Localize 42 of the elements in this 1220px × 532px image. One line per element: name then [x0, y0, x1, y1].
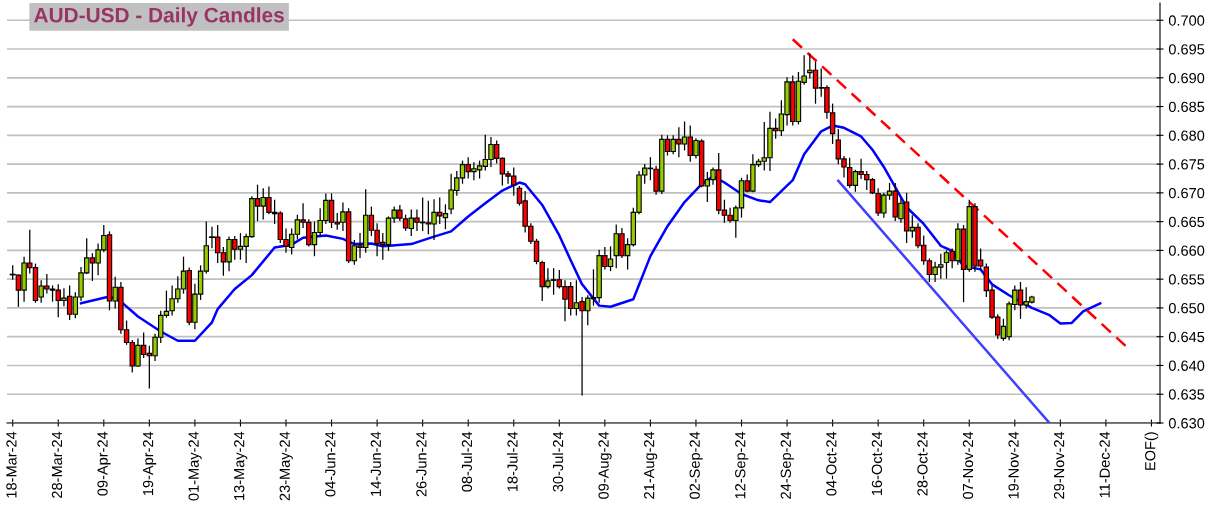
y-tick-label: 0.645: [1168, 331, 1205, 343]
y-tick-label: 0.660: [1168, 245, 1205, 256]
x-tick-label: 21-Aug-24: [643, 431, 658, 499]
x-tick-label: 07-Nov-24: [962, 431, 974, 499]
x-tick-label: 28-Oct-24: [917, 431, 928, 496]
x-tick-label: 26-Jun-24: [416, 431, 427, 497]
x-tick-label: 12-Sep-24: [735, 431, 749, 499]
x-tick-label: 19-Apr-24: [142, 431, 157, 496]
x-tick-label: 08-Jul-24: [461, 431, 473, 492]
y-tick-label: 0.675: [1168, 159, 1205, 170]
x-tick-label: 30-Jul-24: [552, 431, 564, 492]
x-tick-label: 04-Jun-24: [325, 431, 336, 497]
x-tick-label: 14-Jun-24: [370, 431, 382, 496]
x-tick-label: 09-Aug-24: [598, 431, 612, 499]
y-tick-label: 0.695: [1168, 44, 1205, 55]
y-tick-label: 0.655: [1168, 274, 1205, 285]
y-tick-label: 0.650: [1168, 303, 1205, 314]
x-tick-label: 13-May-24: [234, 431, 248, 500]
x-tick-label: EOF(): [1144, 432, 1159, 470]
x-tick-label: 09-Apr-24: [97, 431, 111, 496]
y-tick-label: 0.690: [1168, 72, 1205, 84]
y-tick-label: 0.685: [1168, 101, 1205, 112]
x-tick-label: 28-Mar-24: [51, 431, 63, 498]
y-tick-label: 0.680: [1168, 130, 1205, 141]
x-tick-label: 23-May-24: [279, 431, 293, 501]
y-tick-label: 0.630: [1168, 418, 1205, 429]
x-tick-label: 18-Mar-24: [6, 431, 17, 498]
x-tick-label: 01-May-24: [188, 431, 202, 501]
x-tick-label: 29-Nov-24: [1053, 431, 1065, 499]
y-tick-label: 0.635: [1168, 389, 1205, 400]
x-tick-label: 19-Nov-24: [1008, 431, 1019, 499]
y-tick-label: 0.640: [1168, 360, 1205, 371]
x-tick-label: 24-Sep-24: [780, 431, 794, 499]
x-tick-label: 02-Sep-24: [689, 431, 703, 499]
y-tick-label: 0.700: [1168, 15, 1205, 26]
y-tick-label: 0.670: [1168, 187, 1205, 199]
x-tick-label: 04-Oct-24: [826, 431, 837, 496]
x-tick-label: 16-Oct-24: [871, 431, 883, 496]
x-tick-label: 18-Jul-24: [506, 431, 518, 492]
x-tick-label: 11-Dec-24: [1099, 431, 1110, 498]
y-tick-label: 0.665: [1168, 216, 1205, 228]
chart-title: AUD-USD - Daily Candles: [34, 7, 284, 27]
